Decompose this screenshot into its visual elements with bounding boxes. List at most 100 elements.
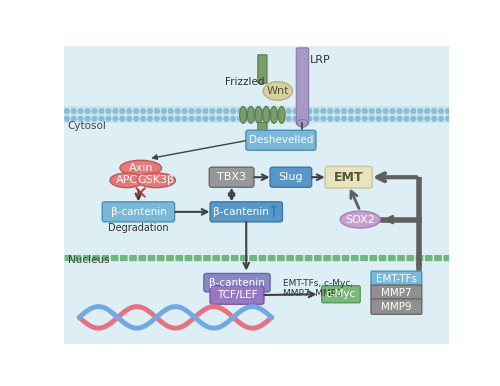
FancyBboxPatch shape — [210, 167, 254, 187]
FancyBboxPatch shape — [388, 255, 396, 261]
Circle shape — [397, 117, 402, 121]
Circle shape — [328, 117, 332, 121]
FancyBboxPatch shape — [371, 271, 422, 286]
Circle shape — [196, 117, 201, 121]
Circle shape — [280, 117, 284, 121]
FancyBboxPatch shape — [222, 255, 230, 261]
Text: β-cantenin: β-cantenin — [110, 207, 166, 217]
Text: Deshevelled: Deshevelled — [248, 135, 313, 145]
FancyBboxPatch shape — [176, 255, 183, 261]
Circle shape — [203, 109, 207, 113]
Circle shape — [376, 109, 381, 113]
FancyBboxPatch shape — [210, 202, 282, 222]
Circle shape — [438, 109, 444, 113]
Ellipse shape — [278, 107, 285, 123]
Circle shape — [113, 109, 117, 113]
Circle shape — [425, 109, 430, 113]
Circle shape — [342, 117, 346, 121]
FancyBboxPatch shape — [210, 286, 264, 304]
Ellipse shape — [240, 107, 246, 123]
Circle shape — [438, 117, 444, 121]
Circle shape — [244, 117, 250, 121]
FancyBboxPatch shape — [110, 255, 118, 261]
FancyBboxPatch shape — [129, 255, 137, 261]
Ellipse shape — [248, 107, 254, 123]
Circle shape — [154, 117, 159, 121]
FancyBboxPatch shape — [406, 255, 414, 261]
Text: c-Myc: c-Myc — [326, 289, 356, 299]
Circle shape — [384, 117, 388, 121]
Circle shape — [293, 109, 298, 113]
Circle shape — [293, 117, 298, 121]
FancyBboxPatch shape — [258, 55, 267, 83]
FancyBboxPatch shape — [258, 255, 266, 261]
FancyBboxPatch shape — [434, 255, 442, 261]
Circle shape — [411, 117, 416, 121]
Circle shape — [99, 109, 104, 113]
Circle shape — [348, 117, 354, 121]
Circle shape — [217, 109, 222, 113]
FancyBboxPatch shape — [204, 273, 270, 292]
Circle shape — [314, 117, 318, 121]
FancyBboxPatch shape — [64, 46, 449, 344]
Circle shape — [141, 109, 146, 113]
FancyBboxPatch shape — [342, 255, 349, 261]
FancyBboxPatch shape — [148, 255, 156, 261]
Text: ↑: ↑ — [267, 203, 281, 221]
Circle shape — [106, 109, 110, 113]
FancyBboxPatch shape — [351, 255, 358, 261]
FancyBboxPatch shape — [378, 255, 386, 261]
Circle shape — [244, 109, 250, 113]
Circle shape — [168, 109, 173, 113]
FancyBboxPatch shape — [184, 255, 192, 261]
Circle shape — [356, 109, 360, 113]
Circle shape — [272, 117, 277, 121]
Circle shape — [397, 109, 402, 113]
Text: β-cantenin: β-cantenin — [213, 207, 269, 217]
Circle shape — [190, 109, 194, 113]
FancyBboxPatch shape — [194, 255, 202, 261]
Text: Degradation: Degradation — [108, 223, 169, 233]
Circle shape — [224, 117, 228, 121]
Circle shape — [203, 117, 207, 121]
Circle shape — [148, 109, 152, 113]
Circle shape — [258, 117, 263, 121]
Circle shape — [190, 117, 194, 121]
Circle shape — [432, 117, 436, 121]
Circle shape — [78, 109, 83, 113]
FancyBboxPatch shape — [120, 255, 128, 261]
FancyBboxPatch shape — [246, 130, 316, 150]
Circle shape — [425, 117, 430, 121]
Circle shape — [404, 109, 408, 113]
FancyBboxPatch shape — [305, 255, 312, 261]
FancyBboxPatch shape — [166, 255, 174, 261]
Circle shape — [314, 109, 318, 113]
Circle shape — [335, 109, 340, 113]
Text: MMP7: MMP7 — [381, 288, 412, 298]
Circle shape — [321, 117, 326, 121]
Circle shape — [231, 117, 235, 121]
Circle shape — [335, 117, 340, 121]
FancyBboxPatch shape — [270, 167, 312, 187]
Circle shape — [86, 109, 90, 113]
Circle shape — [258, 109, 263, 113]
Circle shape — [272, 109, 277, 113]
Text: Nucleus: Nucleus — [68, 255, 109, 265]
Circle shape — [162, 109, 166, 113]
Circle shape — [238, 109, 242, 113]
Circle shape — [64, 117, 69, 121]
FancyBboxPatch shape — [277, 255, 284, 261]
FancyBboxPatch shape — [371, 285, 422, 300]
Circle shape — [120, 117, 124, 121]
Circle shape — [176, 109, 180, 113]
Text: TCF/LEF: TCF/LEF — [217, 290, 257, 300]
Circle shape — [307, 117, 312, 121]
Circle shape — [224, 109, 228, 113]
Text: β-cantenin: β-cantenin — [209, 278, 265, 288]
Circle shape — [231, 109, 235, 113]
Circle shape — [432, 109, 436, 113]
Circle shape — [154, 109, 159, 113]
Circle shape — [210, 109, 214, 113]
Circle shape — [72, 109, 76, 113]
Text: Wnt: Wnt — [266, 86, 289, 96]
